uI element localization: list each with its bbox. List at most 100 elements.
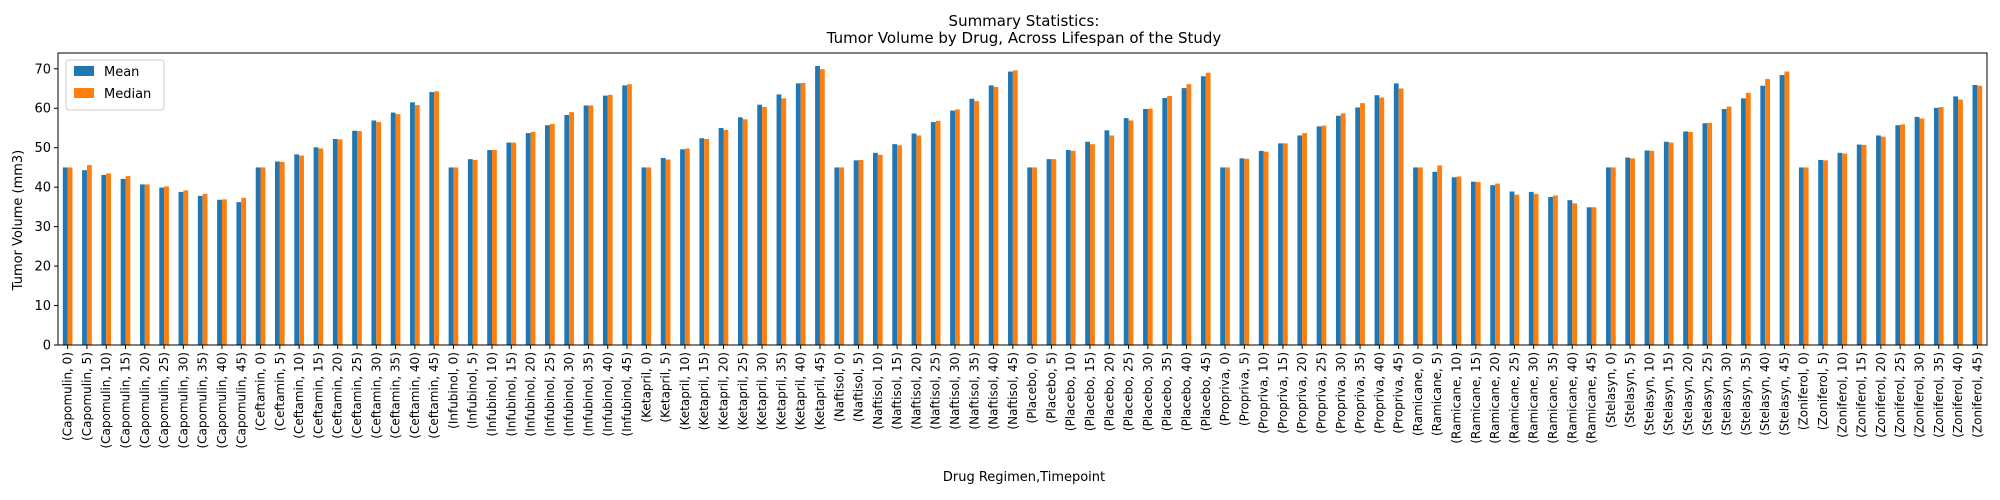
bar-median-19 bbox=[434, 91, 439, 345]
bar-mean-84 bbox=[1683, 131, 1688, 345]
x-tick-label-63: (Propriva, 15) bbox=[1276, 352, 1290, 434]
bar-mean-48 bbox=[988, 85, 994, 346]
x-tick-label-56: (Placebo, 30) bbox=[1141, 352, 1155, 431]
bar-mean-83 bbox=[1663, 141, 1669, 345]
bar-median-63 bbox=[1282, 143, 1288, 345]
x-tick-label-55: (Placebo, 25) bbox=[1122, 352, 1136, 431]
bar-median-71 bbox=[1437, 165, 1443, 345]
bar-median-94 bbox=[1880, 136, 1886, 345]
bars-group bbox=[62, 66, 1983, 346]
bar-median-17 bbox=[395, 114, 401, 345]
x-tick-label-71: (Ramicane, 5) bbox=[1430, 352, 1444, 436]
bar-median-9 bbox=[241, 197, 247, 345]
bar-median-38 bbox=[800, 82, 806, 346]
bar-mean-81 bbox=[1625, 157, 1631, 345]
bar-mean-24 bbox=[525, 133, 531, 345]
bar-median-12 bbox=[299, 155, 304, 345]
bar-median-32 bbox=[684, 148, 690, 345]
bar-mean-98 bbox=[1953, 96, 1959, 345]
bar-mean-45 bbox=[930, 122, 936, 345]
legend-swatch-median bbox=[74, 88, 94, 98]
bar-mean-0 bbox=[62, 167, 68, 345]
bar-median-10 bbox=[260, 167, 266, 345]
x-tick-label-9: (Capomulin, 45) bbox=[234, 352, 248, 449]
bar-median-14 bbox=[337, 139, 343, 345]
bar-mean-93 bbox=[1856, 144, 1862, 345]
bar-mean-75 bbox=[1509, 191, 1515, 345]
x-tick-label-13: (Ceftamin, 15) bbox=[311, 352, 325, 439]
bar-median-57 bbox=[1167, 96, 1172, 345]
y-tick-label-20: 20 bbox=[34, 260, 51, 275]
bar-mean-26 bbox=[564, 114, 570, 345]
bar-mean-33 bbox=[699, 138, 705, 345]
bar-mean-37 bbox=[776, 94, 782, 346]
x-tick-label-57: (Placebo, 35) bbox=[1160, 352, 1174, 431]
x-tick-label-2: (Capomulin, 10) bbox=[99, 352, 113, 449]
bar-median-90 bbox=[1803, 167, 1809, 345]
bar-mean-71 bbox=[1432, 171, 1438, 345]
bar-mean-25 bbox=[545, 125, 550, 346]
bar-median-81 bbox=[1630, 158, 1635, 345]
bar-median-2 bbox=[106, 173, 112, 345]
bar-mean-52 bbox=[1065, 150, 1071, 345]
bar-median-56 bbox=[1147, 108, 1153, 345]
x-tick-label-65: (Propriva, 25) bbox=[1314, 352, 1328, 434]
bar-median-68 bbox=[1379, 97, 1385, 345]
x-tick-label-60: (Propriva, 0) bbox=[1218, 352, 1232, 426]
x-tick-label-68: (Propriva, 40) bbox=[1372, 352, 1386, 434]
x-tick-label-29: (Infubinol, 45) bbox=[620, 352, 634, 436]
bar-median-26 bbox=[569, 112, 574, 345]
x-tick-label-93: (Zoniferol, 15) bbox=[1855, 352, 1869, 438]
y-tick-label-0: 0 bbox=[43, 339, 51, 354]
bar-mean-97 bbox=[1933, 107, 1939, 345]
bar-median-76 bbox=[1533, 193, 1539, 345]
bar-mean-19 bbox=[429, 92, 435, 345]
bar-mean-49 bbox=[1008, 71, 1013, 346]
bar-mean-4 bbox=[139, 184, 145, 345]
x-tick-label-28: (Infubinol, 40) bbox=[601, 352, 615, 436]
bar-median-55 bbox=[1128, 120, 1134, 345]
bar-median-47 bbox=[974, 101, 980, 345]
bar-median-67 bbox=[1360, 103, 1365, 345]
bar-median-1 bbox=[86, 165, 92, 345]
bar-median-75 bbox=[1514, 194, 1520, 345]
x-tick-label-92: (Zoniferol, 10) bbox=[1835, 352, 1849, 438]
bar-mean-11 bbox=[275, 161, 280, 345]
x-tick-label-33: (Ketapril, 15) bbox=[697, 352, 711, 430]
bar-mean-74 bbox=[1490, 185, 1496, 345]
bar-median-96 bbox=[1919, 118, 1925, 345]
bar-median-49 bbox=[1012, 70, 1018, 346]
bar-median-50 bbox=[1032, 167, 1037, 345]
plot-frame bbox=[57, 52, 1988, 346]
bar-median-35 bbox=[742, 119, 748, 345]
x-tick-label-51: (Placebo, 5) bbox=[1044, 352, 1058, 424]
x-tick-label-49: (Naftisol, 45) bbox=[1006, 352, 1020, 430]
bar-mean-55 bbox=[1123, 118, 1129, 345]
y-tick-label-30: 30 bbox=[34, 220, 51, 235]
bar-median-65 bbox=[1321, 125, 1327, 345]
x-tick-label-81: (Stelasyn, 5) bbox=[1623, 352, 1637, 428]
bar-mean-80 bbox=[1606, 167, 1611, 345]
bar-median-83 bbox=[1668, 142, 1674, 345]
bar-median-52 bbox=[1070, 150, 1076, 345]
bar-median-24 bbox=[530, 131, 536, 345]
bar-mean-46 bbox=[950, 110, 955, 345]
bar-mean-3 bbox=[120, 178, 126, 345]
legend: Mean Median bbox=[65, 59, 165, 111]
bar-median-82 bbox=[1649, 150, 1655, 345]
bar-median-33 bbox=[704, 139, 710, 345]
x-tick-label-74: (Ramicane, 20) bbox=[1488, 352, 1502, 444]
y-axis: 0 10 20 30 40 50 60 70 bbox=[34, 62, 58, 354]
bar-mean-92 bbox=[1837, 152, 1843, 345]
bar-mean-36 bbox=[757, 104, 763, 345]
x-tick-label-47: (Naftisol, 35) bbox=[967, 352, 981, 430]
bar-mean-91 bbox=[1818, 159, 1824, 345]
y-tick-label-70: 70 bbox=[34, 62, 51, 77]
bar-mean-22 bbox=[487, 150, 493, 345]
bar-mean-68 bbox=[1374, 95, 1380, 345]
bar-median-21 bbox=[472, 159, 478, 345]
x-tick-label-75: (Ramicane, 25) bbox=[1507, 352, 1521, 444]
bar-median-40 bbox=[839, 167, 845, 345]
x-tick-label-35: (Ketapril, 25) bbox=[736, 352, 750, 430]
